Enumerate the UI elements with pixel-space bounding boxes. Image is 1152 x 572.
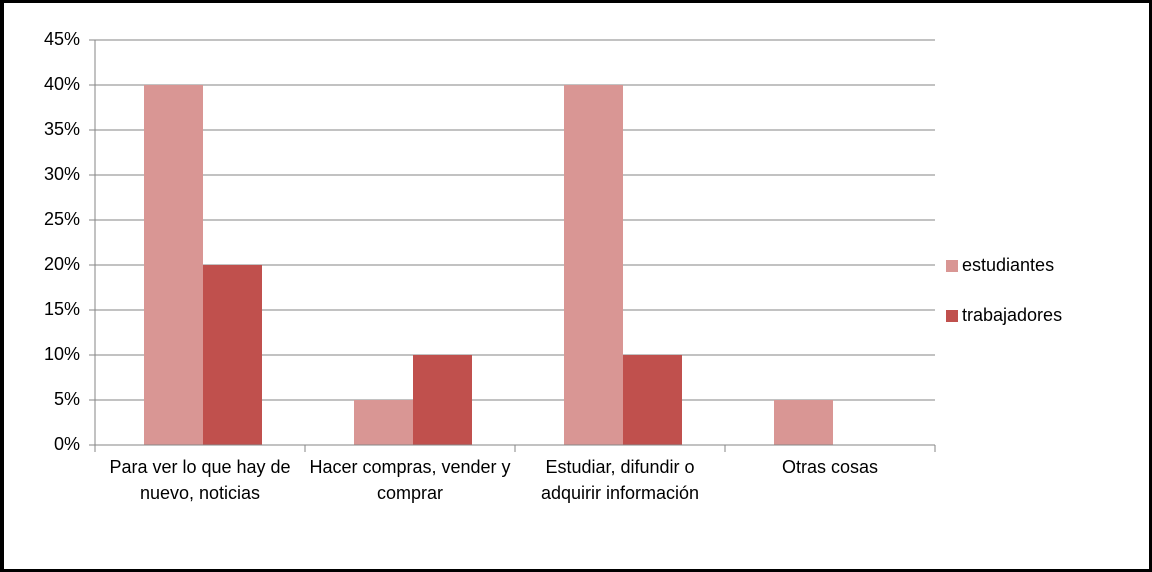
bar xyxy=(354,400,413,445)
y-tick-label: 25% xyxy=(44,209,80,229)
legend-swatch xyxy=(946,260,958,272)
x-tick-label: Hacer compras, vender y comprar xyxy=(309,457,511,503)
bar xyxy=(203,265,262,445)
y-tick-label: 0% xyxy=(54,434,80,454)
y-tick-label: 40% xyxy=(44,74,80,94)
y-tick-label: 5% xyxy=(54,389,80,409)
y-tick-label: 30% xyxy=(44,164,80,184)
bar xyxy=(144,85,203,445)
y-tick-label: 20% xyxy=(44,254,80,274)
legend-swatch xyxy=(946,310,958,322)
y-tick-label: 10% xyxy=(44,344,80,364)
x-tick-label: Otras cosas xyxy=(781,457,879,477)
bar xyxy=(623,355,682,445)
x-tick-label: Estudiar, difundir o adquirir informació… xyxy=(540,457,700,503)
bar xyxy=(413,355,472,445)
y-tick-label: 15% xyxy=(44,299,80,319)
legend-label: estudiantes xyxy=(962,255,1054,275)
bar xyxy=(774,400,833,445)
x-tick-label: Para ver lo que hay de nuevo, noticias xyxy=(109,457,291,503)
legend-label: trabajadores xyxy=(962,305,1062,325)
chart: 0% 5% 10% 15% 20% 25% 30% 35% 40% 45% estudiantes t… xyxy=(44,29,1062,454)
y-tick-label: 35% xyxy=(44,119,80,139)
y-tick-label: 45% xyxy=(44,29,80,49)
bar xyxy=(564,85,623,445)
